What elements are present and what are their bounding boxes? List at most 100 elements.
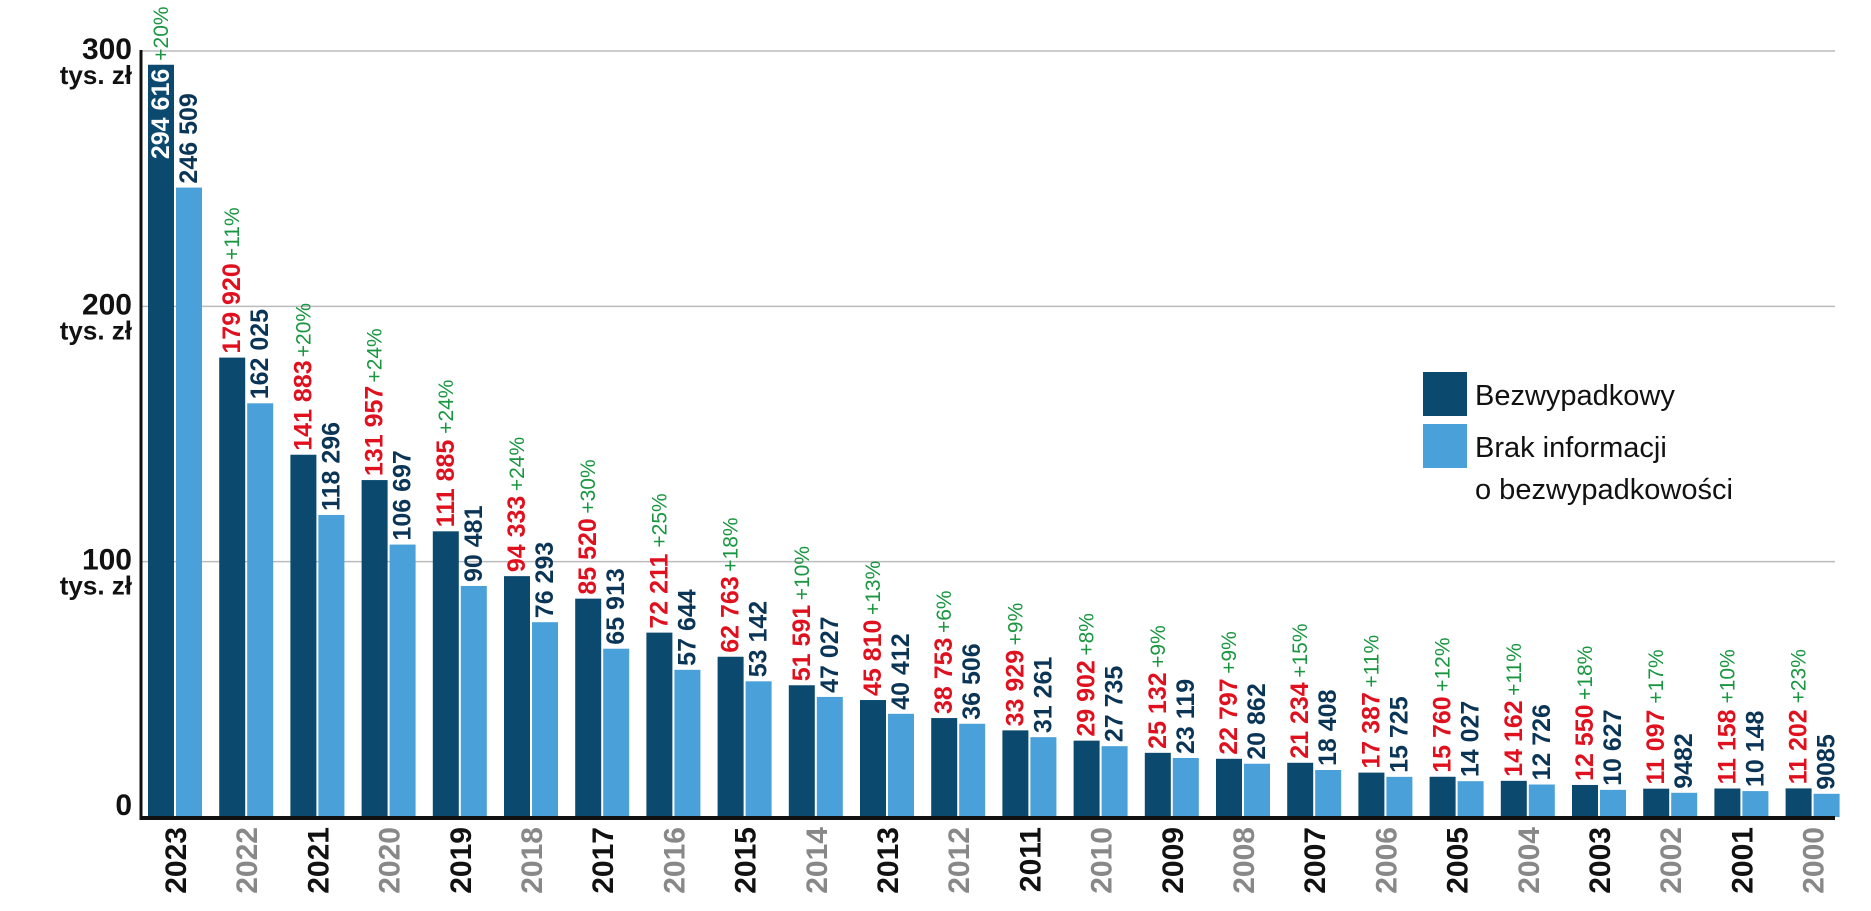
difference-label: +10% xyxy=(1716,649,1739,703)
difference-label: +23% xyxy=(1788,649,1811,703)
y-tick-unit: tys. zł xyxy=(60,60,133,90)
data-label-brak-informacji: 10 148 xyxy=(1741,711,1769,788)
bar-bezwypadkowy xyxy=(1572,784,1598,817)
bar-brak-informacji xyxy=(1671,792,1698,817)
data-label-brak-informacji: 20 862 xyxy=(1243,683,1271,759)
data-label-bezwypadkowy: 29 902 xyxy=(1073,660,1101,736)
data-label-bezwypadkowy: 179 920 xyxy=(218,263,246,353)
bar-bezwypadkowy xyxy=(432,531,459,817)
x-tick-label: 2019 xyxy=(445,827,478,894)
difference-label: +30% xyxy=(577,459,600,513)
data-label-bezwypadkowy: 33 929 xyxy=(1001,650,1029,726)
data-label-bezwypadkowy: 14 162 xyxy=(1500,700,1528,776)
difference-label: +9% xyxy=(1147,625,1170,668)
bar-bezwypadkowy xyxy=(148,64,174,818)
x-tick-label: 2018 xyxy=(516,827,549,894)
difference-label: +18% xyxy=(1574,646,1597,700)
data-label-bezwypadkowy: 11 097 xyxy=(1642,710,1670,785)
difference-label: +24% xyxy=(364,328,387,382)
bar-brak-informacji xyxy=(1315,769,1342,817)
bar-bezwypadkowy xyxy=(1429,776,1456,817)
difference-label: +24% xyxy=(506,437,529,491)
bar-bezwypadkowy xyxy=(1216,758,1242,817)
data-label-bezwypadkowy: 21 234 xyxy=(1286,682,1314,759)
bar-bezwypadkowy xyxy=(1500,780,1527,817)
x-tick-label: 2004 xyxy=(1513,827,1546,894)
x-tick-label: 2021 xyxy=(302,827,335,894)
bar-brak-informacji xyxy=(460,585,487,817)
bar-brak-informacji xyxy=(247,403,274,817)
difference-label: +24% xyxy=(435,380,458,434)
difference-label: +20% xyxy=(292,303,315,357)
y-tick-label: 0 xyxy=(115,789,132,822)
data-label-brak-informacji: 10 627 xyxy=(1599,709,1627,785)
x-tick-label: 2023 xyxy=(160,827,193,894)
x-tick-label: 2010 xyxy=(1086,827,1119,894)
difference-label: +10% xyxy=(791,546,814,600)
data-label-brak-informacji: 106 697 xyxy=(389,450,417,540)
bar-brak-informacji xyxy=(318,514,345,817)
difference-label: +15% xyxy=(1289,623,1312,677)
data-label-bezwypadkowy: 131 957 xyxy=(361,386,389,476)
bar-brak-informacji xyxy=(1386,776,1413,817)
difference-label: +20% xyxy=(150,6,173,60)
bar-brak-informacji xyxy=(1813,793,1840,817)
x-tick-label: 2009 xyxy=(1157,827,1190,894)
data-label-brak-informacji: 246 509 xyxy=(175,93,203,183)
bar-brak-informacji xyxy=(1101,746,1128,817)
x-tick-label: 2012 xyxy=(943,827,976,894)
data-label-brak-informacji: 76 293 xyxy=(531,542,559,618)
x-tick-label: 2020 xyxy=(374,827,407,894)
x-tick-label: 2017 xyxy=(587,827,620,894)
bar-brak-informacji xyxy=(1172,757,1199,817)
bar-bezwypadkowy xyxy=(361,480,388,817)
x-tick-label: 2007 xyxy=(1299,827,1332,894)
data-label-brak-informacji: 31 261 xyxy=(1029,657,1057,734)
bar-bezwypadkowy xyxy=(788,685,815,817)
data-label-brak-informacji: 36 506 xyxy=(958,643,986,719)
bar-bezwypadkowy xyxy=(1002,730,1029,817)
data-label-brak-informacji: 14 027 xyxy=(1457,701,1485,777)
bar-bezwypadkowy xyxy=(1073,740,1100,817)
bar-brak-informacji xyxy=(532,622,558,817)
data-label-brak-informacji: 65 913 xyxy=(602,568,630,644)
difference-label: +6% xyxy=(933,590,956,633)
x-tick-label: 2014 xyxy=(801,827,834,894)
data-label-brak-informacji: 47 027 xyxy=(816,616,844,692)
difference-label: +13% xyxy=(862,561,885,615)
data-label-bezwypadkowy: 94 333 xyxy=(503,496,531,572)
difference-label: +11% xyxy=(1503,643,1526,696)
data-label-bezwypadkowy: 15 760 xyxy=(1429,696,1457,772)
difference-label: +18% xyxy=(720,517,743,571)
bar-bezwypadkowy xyxy=(1643,788,1670,817)
data-label-brak-informacji: 53 142 xyxy=(745,601,773,677)
bar-brak-informacji xyxy=(816,696,843,817)
data-label-bezwypadkowy: 22 797 xyxy=(1215,678,1243,754)
bar-bezwypadkowy xyxy=(1358,772,1385,817)
x-tick-label: 2011 xyxy=(1014,827,1047,892)
y-tick-label: 200 xyxy=(82,288,132,321)
data-label-bezwypadkowy: 38 753 xyxy=(930,638,958,714)
data-label-bezwypadkowy: 294 616 xyxy=(147,69,175,159)
axes xyxy=(139,50,1835,820)
bar-bezwypadkowy xyxy=(1144,752,1171,817)
y-tick-unit: tys. zł xyxy=(60,571,133,601)
data-label-brak-informacji: 40 412 xyxy=(887,633,915,709)
data-label-brak-informacji: 18 408 xyxy=(1314,689,1342,766)
bar-brak-informacji xyxy=(745,681,772,817)
bar-brak-informacji xyxy=(959,723,986,817)
bar-brak-informacji xyxy=(1030,737,1057,817)
difference-label: +11% xyxy=(1360,635,1383,688)
bar-brak-informacji xyxy=(176,187,202,818)
x-tick-label: 2013 xyxy=(872,827,905,894)
bar-bezwypadkowy xyxy=(931,718,958,817)
legend-swatch xyxy=(1423,424,1467,468)
bar-bezwypadkowy xyxy=(575,598,602,817)
grid-lines xyxy=(141,50,1835,563)
legend-swatch xyxy=(1423,372,1467,416)
x-tick-label: 2022 xyxy=(231,827,264,894)
x-tick-label: 2008 xyxy=(1228,827,1261,894)
data-label-bezwypadkowy: 141 883 xyxy=(289,360,317,450)
